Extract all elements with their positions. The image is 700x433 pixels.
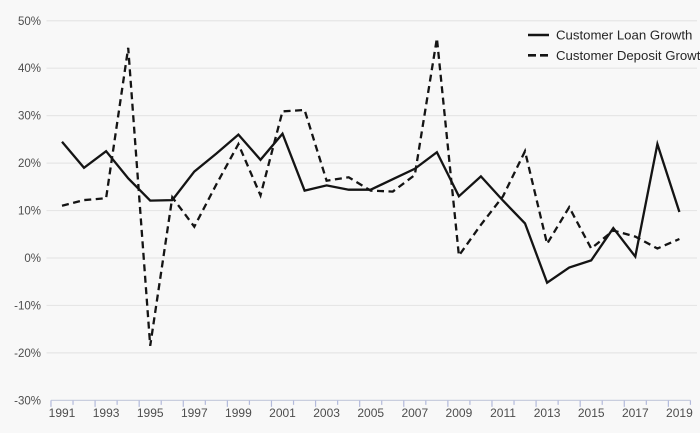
y-tick-label: 0%	[24, 253, 41, 265]
y-tick-label: 50%	[18, 16, 41, 28]
x-tick-label: 1997	[181, 406, 208, 420]
legend-label: Customer Deposit Growth	[556, 48, 700, 63]
x-tick-label: 2015	[578, 406, 605, 420]
x-tick-label: 1993	[93, 406, 120, 420]
y-tick-label: -30%	[14, 395, 41, 407]
x-tick-label: 1999	[225, 406, 252, 420]
y-tick-label: 40%	[18, 63, 41, 75]
x-tick-label: 2003	[313, 406, 340, 420]
y-tick-label: 10%	[18, 206, 41, 218]
x-tick-label: 1995	[137, 406, 164, 420]
x-tick-label: 2007	[401, 406, 428, 420]
legend-item: Customer Deposit Growth	[528, 48, 700, 63]
y-tick-label: 30%	[18, 111, 41, 123]
x-tick-label: 2009	[446, 406, 473, 420]
loan-growth-line	[61, 131, 681, 285]
y-tick-label: -10%	[14, 300, 41, 312]
x-tick-label: 1991	[49, 406, 76, 420]
x-tick-label: 2001	[269, 406, 296, 420]
deposit-growth-line	[61, 38, 680, 346]
x-tick-label: 2019	[666, 406, 693, 420]
x-tick-label: 2005	[357, 406, 384, 420]
legend: Customer Loan Growth Customer Deposit Gro…	[528, 28, 700, 63]
legend-label: Customer Loan Growth	[556, 28, 692, 43]
legend-item: Customer Loan Growth	[528, 28, 692, 43]
x-tick-label: 2011	[490, 406, 516, 420]
x-tick-label: 2013	[534, 406, 561, 420]
y-tick-label: -20%	[14, 348, 41, 360]
x-tick-label: 2017	[622, 406, 649, 420]
y-tick-label: 20%	[18, 158, 41, 170]
